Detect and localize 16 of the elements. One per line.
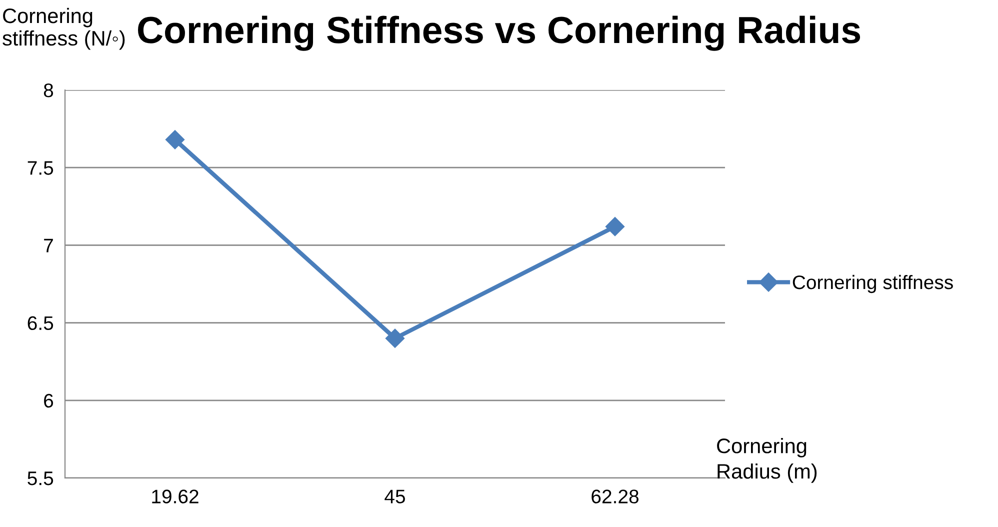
x-tick-label: 45 [384, 490, 405, 504]
y-tick-label: 8 [44, 83, 54, 98]
y-tick-label: 6.5 [28, 316, 54, 330]
point [165, 130, 185, 150]
point [385, 328, 405, 348]
x-axis-title: Cornering Radius (m) [717, 438, 817, 483]
y-tick-label: 7 [44, 238, 53, 252]
x-tick-label: 19.62 [152, 490, 198, 504]
chart-title: Cornering Stiffness vs Cornering Radius [138, 16, 860, 51]
legend-label: Cornering stiffness [792, 274, 953, 294]
y-tick-label: 7.5 [28, 161, 54, 175]
y-axis-title: Cornering stiffness (N/◦) [2, 8, 125, 50]
y-tick-label: 6 [44, 394, 54, 408]
y-tick-label: 5.5 [28, 472, 54, 486]
x-tick-label: 62.28 [592, 490, 638, 504]
point [605, 217, 625, 236]
